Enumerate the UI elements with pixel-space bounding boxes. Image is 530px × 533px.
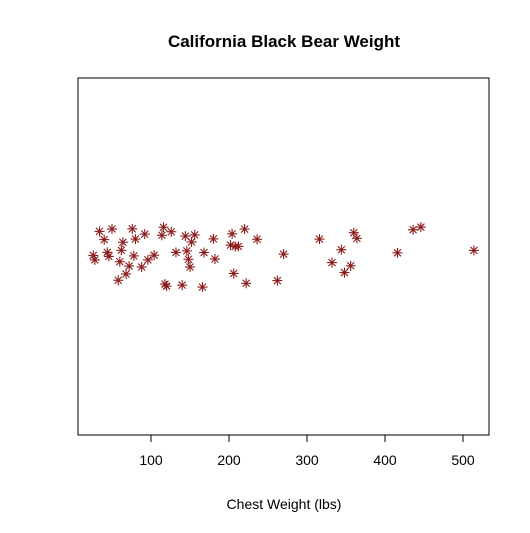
data-point	[209, 254, 220, 265]
data-point	[116, 245, 127, 256]
data-point	[185, 261, 195, 272]
data-point	[228, 268, 239, 279]
data-point	[392, 247, 403, 258]
data-point	[408, 224, 419, 235]
data-point	[189, 229, 200, 240]
data-point	[156, 230, 167, 241]
data-point	[233, 241, 244, 252]
chart-title: California Black Bear Weight	[168, 32, 400, 51]
data-point	[130, 234, 141, 245]
data-point	[241, 278, 252, 289]
data-point	[128, 250, 139, 261]
data-point	[89, 254, 100, 265]
data-point	[127, 223, 138, 234]
data-point	[113, 275, 124, 286]
data-point	[183, 254, 194, 265]
data-point	[415, 222, 426, 233]
data-point	[166, 226, 177, 237]
data-point	[351, 233, 362, 244]
data-points	[88, 222, 479, 293]
data-point	[136, 262, 147, 273]
data-point	[336, 244, 347, 255]
data-point	[107, 224, 117, 235]
data-point	[197, 282, 208, 293]
data-point	[181, 245, 192, 256]
data-point	[124, 261, 135, 272]
data-point	[99, 234, 110, 245]
data-point	[102, 247, 113, 258]
data-point	[348, 227, 359, 238]
x-tick-label: 300	[295, 452, 319, 468]
data-point	[345, 260, 356, 271]
x-tick-label: 200	[217, 452, 241, 468]
data-point	[180, 231, 191, 242]
data-point	[117, 237, 128, 248]
data-point	[177, 280, 188, 291]
data-point	[142, 254, 153, 265]
data-point	[208, 233, 219, 244]
data-point	[326, 257, 337, 268]
data-point	[278, 249, 289, 260]
data-point	[94, 226, 105, 237]
data-point	[314, 234, 325, 245]
data-point	[139, 229, 150, 240]
data-point	[239, 224, 250, 235]
data-point	[339, 267, 350, 278]
data-point	[170, 247, 181, 258]
x-axis: 100 200 300 400 500	[139, 434, 475, 468]
data-point	[114, 256, 125, 267]
x-tick-label: 500	[451, 452, 475, 468]
x-axis-label: Chest Weight (lbs)	[227, 496, 342, 512]
data-point	[199, 247, 210, 258]
x-tick-label: 400	[373, 452, 397, 468]
data-point	[227, 228, 238, 239]
data-point	[161, 281, 172, 292]
data-point	[252, 234, 263, 245]
data-point	[272, 275, 283, 286]
data-point	[121, 269, 132, 280]
data-point	[149, 250, 160, 261]
data-point	[468, 245, 479, 256]
data-point	[158, 222, 169, 233]
data-point	[103, 251, 114, 262]
x-tick-label: 100	[139, 452, 163, 468]
